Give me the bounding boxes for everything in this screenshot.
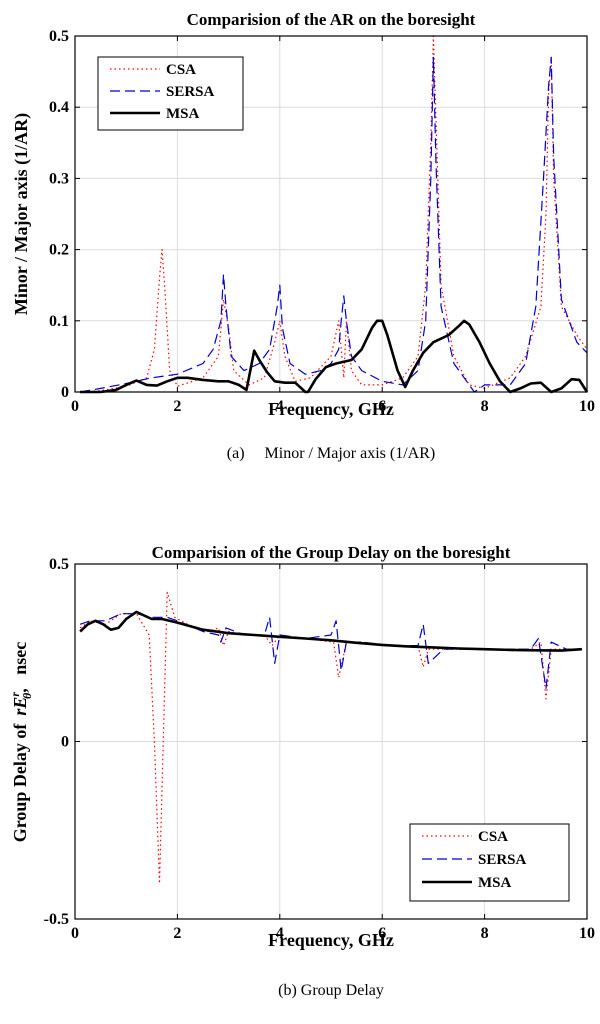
y-tick-label: 0.4 xyxy=(49,99,69,116)
x-tick-label: 6 xyxy=(378,925,386,942)
series-line-msa xyxy=(79,610,582,652)
ylabel-subscript: θ xyxy=(20,692,34,699)
group-delay-chart-legend-box xyxy=(409,823,570,902)
y-tick-label: 0.2 xyxy=(49,242,69,259)
ar-chart-xlabel: Frequency, GHz xyxy=(268,399,394,419)
ar-chart-caption: (a) Minor / Major axis (1/AR) xyxy=(227,445,435,462)
series-line-msa xyxy=(80,319,589,394)
legend-label-msa: MSA xyxy=(478,875,512,891)
group-delay-chart-xlabel: Frequency, GHz xyxy=(268,930,394,950)
ar-chart-legend: CSA SERSA MSA xyxy=(97,56,244,131)
group-delay-chart-caption: (b) Group Delay xyxy=(278,982,384,999)
group-delay-chart-legend: CSA SERSA MSA xyxy=(409,823,570,902)
y-tick-label: 0.3 xyxy=(49,170,69,187)
y-tick-label: 0 xyxy=(61,384,69,401)
x-tick-label: 10 xyxy=(579,925,595,942)
x-tick-label: 0 xyxy=(71,398,79,415)
ar-chart-ticks: 0 2 4 6 8 10 0 0.1 0.2 0.3 0.4 0.5 xyxy=(49,28,595,415)
y-tick-label: 0.1 xyxy=(49,313,69,330)
group-delay-chart-ylabel: Group Delay of rErθ, nsec xyxy=(8,642,34,843)
ar-chart: Comparision of the AR on the boresight 0… xyxy=(11,10,595,462)
y-tick-label: 0.5 xyxy=(49,28,69,45)
group-delay-chart-title: Comparision of the Group Delay on the bo… xyxy=(152,543,511,562)
ar-chart-legend-box xyxy=(97,56,244,131)
ylabel-suffix: , nsec xyxy=(10,642,30,693)
x-tick-label: 4 xyxy=(276,398,284,415)
legend-label-csa: CSA xyxy=(166,62,196,78)
group-delay-chart-series xyxy=(79,591,582,885)
series-line-csa xyxy=(80,35,588,393)
group-delay-chart: Comparision of the Group Delay on the bo… xyxy=(8,543,595,999)
ar-chart-frame xyxy=(74,35,588,393)
y-tick-label: 0 xyxy=(61,734,69,751)
x-tick-label: 8 xyxy=(481,925,489,942)
series-line-sersa xyxy=(79,613,582,689)
ylabel-prefix: Group Delay of xyxy=(10,723,30,843)
ar-chart-ylabel: Minor / Major axis (1/AR) xyxy=(11,113,32,315)
ar-chart-title: Comparision of the AR on the boresight xyxy=(187,10,476,29)
ylabel-superscript: r xyxy=(8,692,22,697)
x-tick-label: 8 xyxy=(481,398,489,415)
x-tick-label: 6 xyxy=(378,398,386,415)
legend-label-msa: MSA xyxy=(166,106,200,122)
legend-label-sersa: SERSA xyxy=(166,84,215,100)
legend-label-csa: CSA xyxy=(478,829,508,845)
x-tick-label: 0 xyxy=(71,925,79,942)
ylabel-symbol: rE xyxy=(10,697,30,716)
series-line-sersa xyxy=(79,56,588,393)
series-line-csa xyxy=(79,591,582,885)
ar-chart-series xyxy=(79,35,589,394)
y-tick-label: 0.5 xyxy=(49,556,69,573)
group-delay-chart-ticks: 0 2 4 6 8 10-0.500.5 xyxy=(44,556,595,942)
y-tick-label: -0.5 xyxy=(44,911,69,928)
x-tick-label: 10 xyxy=(579,398,595,415)
x-tick-label: 4 xyxy=(276,925,284,942)
legend-label-sersa: SERSA xyxy=(478,852,527,868)
x-tick-label: 2 xyxy=(173,925,181,942)
x-tick-label: 2 xyxy=(173,398,181,415)
